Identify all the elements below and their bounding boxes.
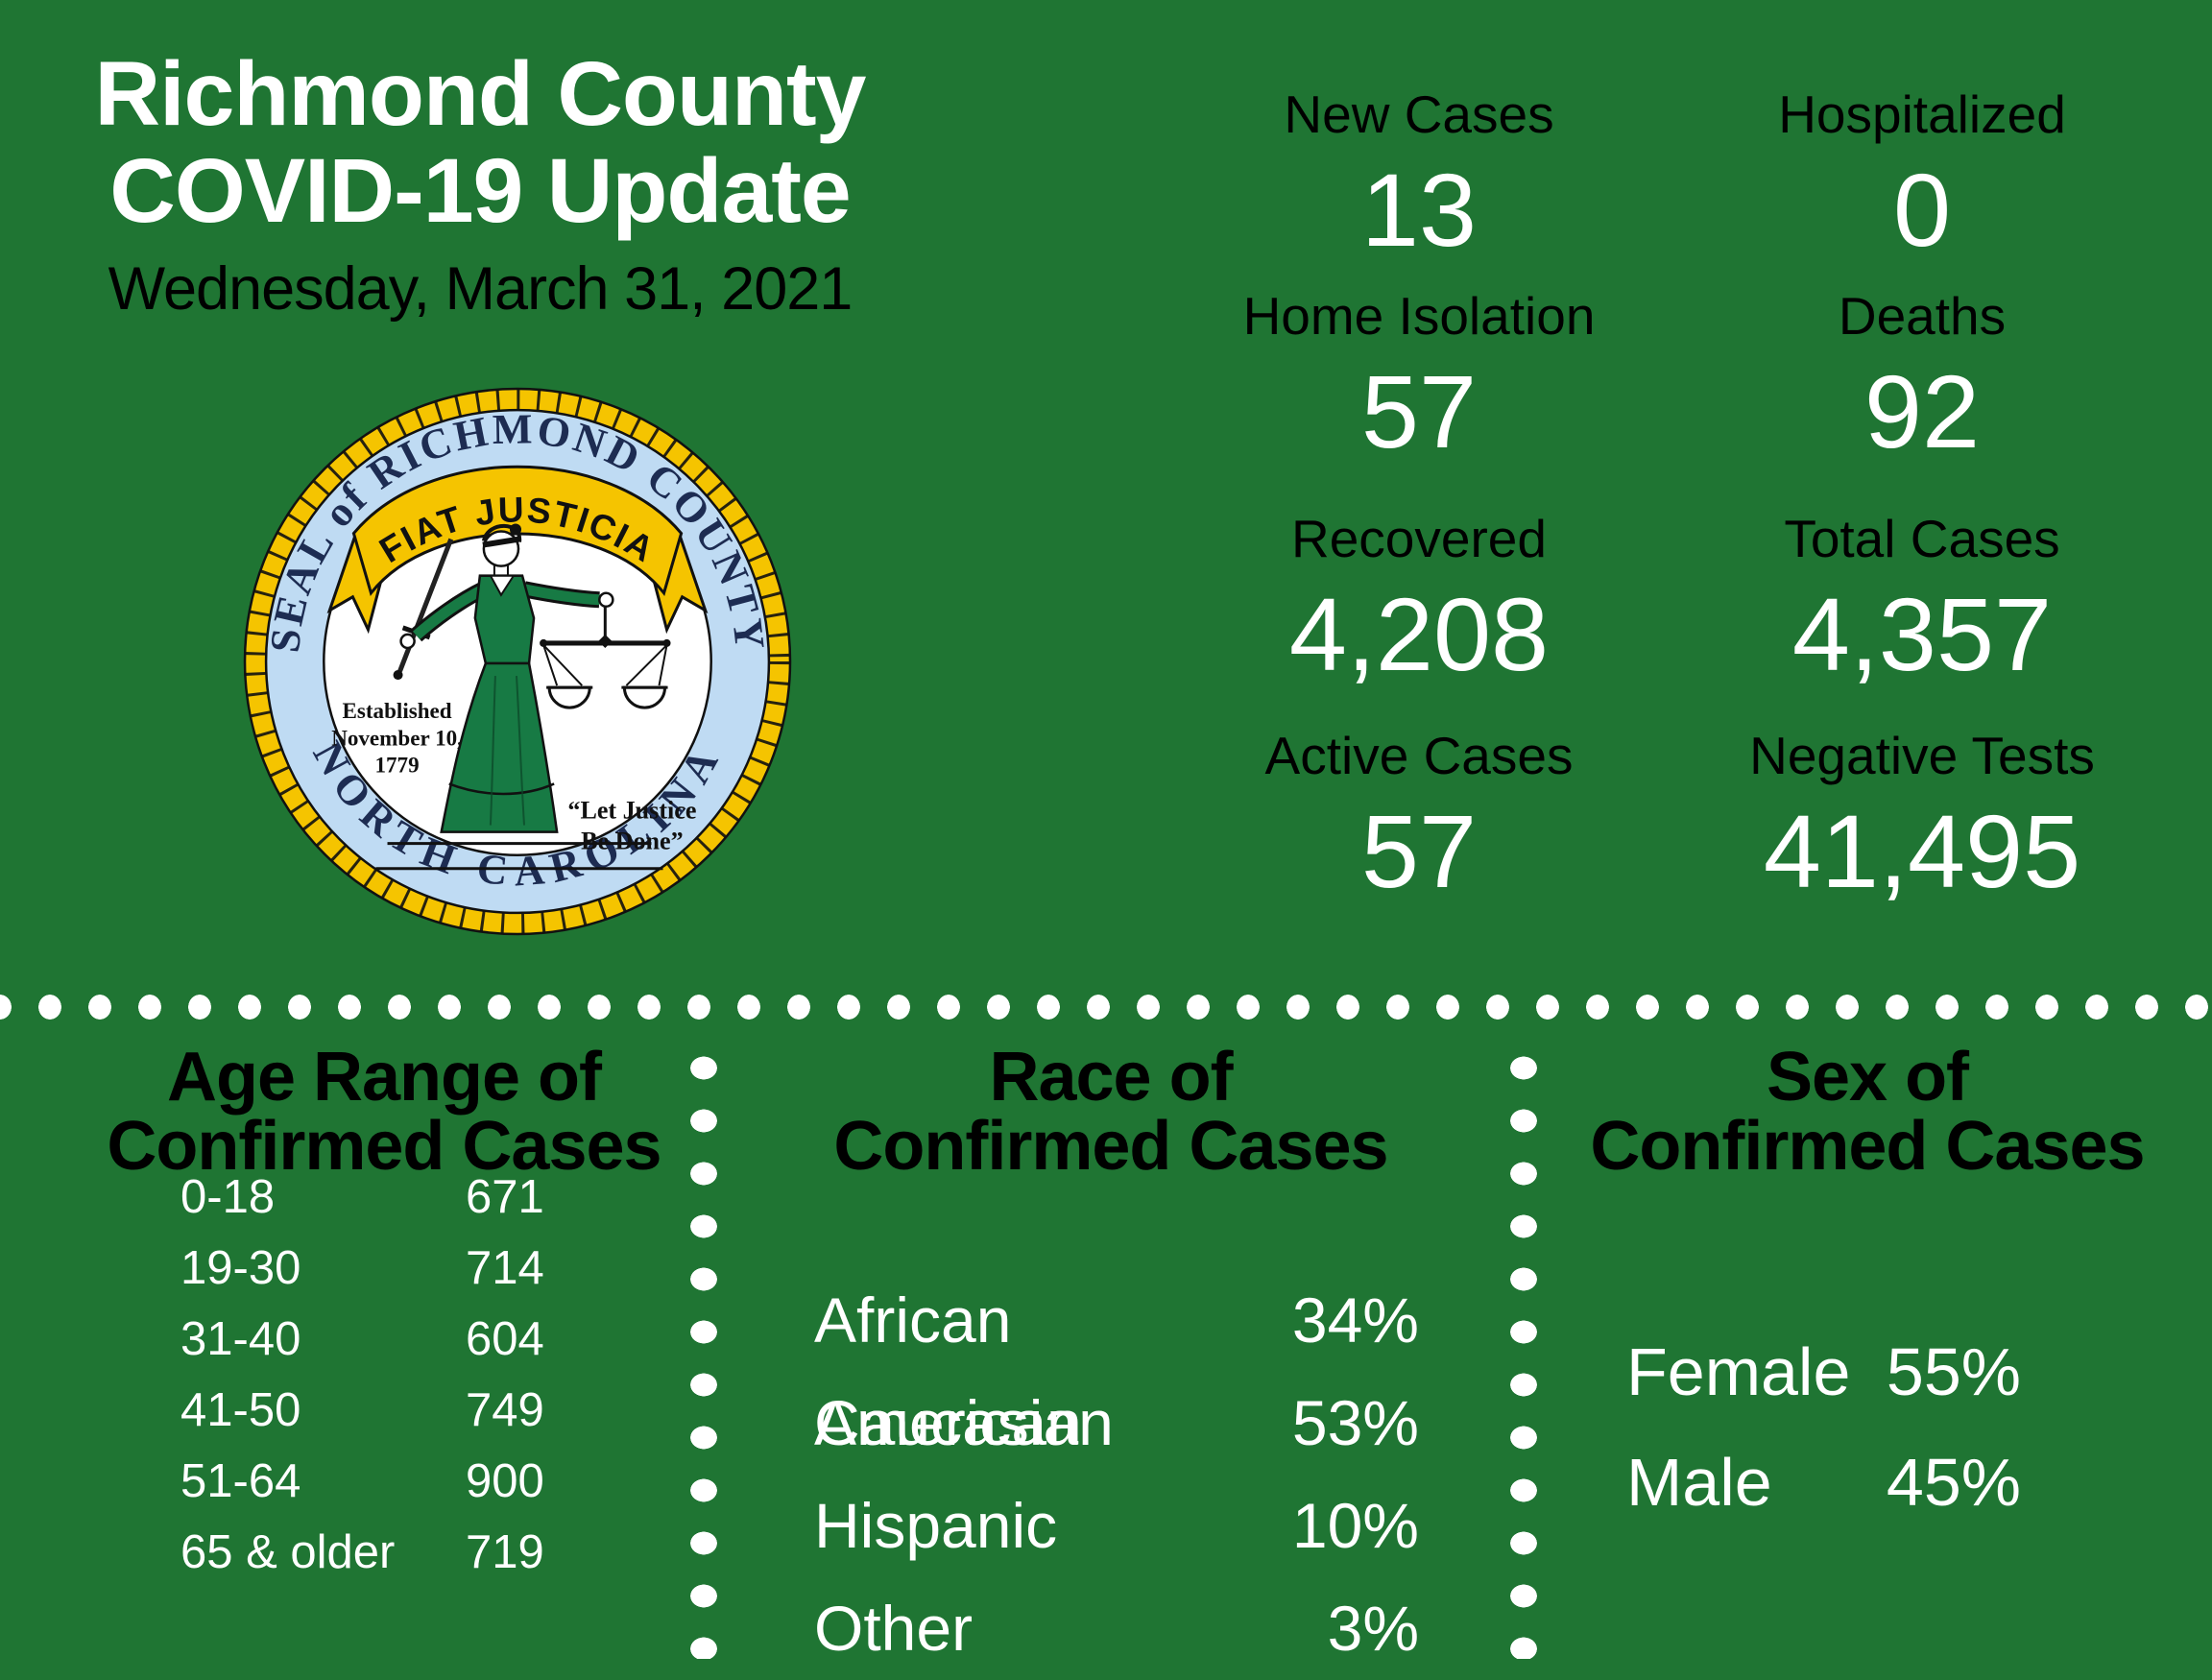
- sex-table: Female 55% Male 45%: [1626, 1317, 2021, 1538]
- age-section-title-line1: Age Range of: [166, 1039, 602, 1116]
- age-range-value: 671: [466, 1171, 544, 1223]
- race-section-title-line1: Race of: [989, 1039, 1233, 1116]
- race-table: African American 34% Caucasian 53% Hispa…: [814, 1269, 1419, 1680]
- age-range-value: 719: [466, 1526, 544, 1578]
- age-range-value: 749: [466, 1384, 544, 1436]
- county-seal: SEAL of RICHMOND COUNTY NORTH CAROLINA F…: [243, 387, 792, 936]
- seal-motto-text: “Let Justice Be Done”: [567, 797, 696, 855]
- sex-section-title: Sex of Confirmed Cases: [1579, 1043, 2155, 1181]
- stat-value: 57: [1360, 353, 1478, 469]
- table-row: 19-30 714: [180, 1233, 613, 1304]
- stat-value: 41,495: [1763, 793, 2081, 909]
- sex-value: 55%: [1886, 1334, 2021, 1409]
- age-range-value: 900: [466, 1455, 544, 1507]
- race-label: Other: [814, 1593, 974, 1664]
- sex-section-title-line2: Confirmed Cases: [1590, 1108, 2145, 1185]
- race-section-title: Race of Confirmed Cases: [823, 1043, 1399, 1181]
- stat-label: Active Cases: [1264, 726, 1574, 785]
- sex-label: Female: [1626, 1334, 1851, 1409]
- scales-of-justice-icon: [540, 605, 671, 709]
- stat-value: 4,357: [1791, 576, 2053, 692]
- table-row: 41-50 749: [180, 1375, 613, 1446]
- stat-new-cases: New Cases 13: [1121, 88, 1717, 262]
- race-label: Hispanic: [814, 1490, 1058, 1561]
- stat-value: 57: [1360, 793, 1478, 909]
- stat-value: 13: [1360, 152, 1478, 268]
- age-range-label: 41-50: [180, 1384, 301, 1436]
- race-label: Caucasian: [814, 1387, 1114, 1458]
- age-range-label: 31-40: [180, 1313, 301, 1365]
- table-row: Caucasian 53%: [814, 1372, 1419, 1475]
- race-value: 3%: [1327, 1593, 1419, 1664]
- table-row: African American 34%: [814, 1269, 1419, 1458]
- table-row: 51-64 900: [180, 1446, 613, 1517]
- race-value: 53%: [1291, 1387, 1419, 1458]
- svg-text:1779: 1779: [374, 752, 419, 777]
- svg-text:November 10,: November 10,: [331, 725, 463, 750]
- table-row: Hispanic 10%: [814, 1475, 1419, 1577]
- age-range-value: 714: [466, 1242, 544, 1294]
- race-label: African American: [814, 1284, 1082, 1458]
- sex-section-title-line1: Sex of: [1766, 1039, 1969, 1116]
- age-table: 0-18 671 19-30 714 31-40 604 41-50 749 5…: [180, 1162, 613, 1588]
- report-date: Wednesday, March 31, 2021: [108, 255, 854, 324]
- stat-value: 0: [1892, 152, 1952, 268]
- stat-value: 92: [1863, 353, 1981, 469]
- age-range-label: 0-18: [180, 1171, 276, 1223]
- stat-label: Negative Tests: [1749, 726, 2095, 785]
- svg-text:Established: Established: [342, 698, 451, 723]
- county-seal-graphic: SEAL of RICHMOND COUNTY NORTH CAROLINA F…: [243, 387, 792, 936]
- stat-label: New Cases: [1284, 84, 1554, 144]
- page-title-line1: Richmond County: [94, 43, 867, 145]
- race-section-title-line2: Confirmed Cases: [833, 1108, 1388, 1185]
- stat-home-isolation: Home Isolation 57: [1121, 290, 1717, 464]
- lady-justice-figure: [393, 523, 614, 833]
- table-row: Female 55%: [1626, 1317, 2021, 1428]
- sex-value: 45%: [1886, 1445, 2021, 1520]
- race-value: 10%: [1291, 1490, 1419, 1561]
- stat-label: Home Isolation: [1242, 286, 1596, 346]
- stat-label: Deaths: [1838, 286, 2007, 346]
- sex-label: Male: [1626, 1445, 1772, 1520]
- stat-value: 4,208: [1288, 576, 1550, 692]
- stat-negative-tests: Negative Tests 41,495: [1634, 730, 2210, 903]
- stat-label: Hospitalized: [1778, 84, 2066, 144]
- seal-established-text: Established November 10, 1779: [331, 698, 463, 777]
- stat-label: Recovered: [1291, 509, 1547, 568]
- vertical-dotted-divider-left: [689, 1042, 718, 1659]
- page-title-line2: COVID-19 Update: [109, 139, 852, 242]
- header: Richmond County COVID-19 Update Wednesda…: [58, 46, 902, 324]
- table-row: Male 45%: [1626, 1428, 2021, 1538]
- age-range-label: 19-30: [180, 1242, 301, 1294]
- svg-text:Be Done”: Be Done”: [581, 828, 683, 855]
- stat-label: Total Cases: [1784, 509, 2060, 568]
- age-range-label: 65 & older: [180, 1526, 396, 1578]
- age-section-title-line2: Confirmed Cases: [107, 1108, 661, 1185]
- stat-recovered: Recovered 4,208: [1121, 513, 1717, 686]
- table-row: 65 & older 719: [180, 1517, 613, 1588]
- stat-deaths: Deaths 92: [1634, 290, 2210, 464]
- stat-active-cases: Active Cases 57: [1121, 730, 1717, 903]
- race-value: 34%: [1291, 1284, 1419, 1356]
- horizontal-dotted-divider: [0, 994, 2212, 1020]
- age-range-value: 604: [466, 1313, 544, 1365]
- stat-hospitalized: Hospitalized 0: [1634, 88, 2210, 262]
- age-section-title: Age Range of Confirmed Cases: [96, 1043, 672, 1181]
- table-row: 31-40 604: [180, 1304, 613, 1375]
- table-row: 0-18 671: [180, 1162, 613, 1233]
- stat-total-cases: Total Cases 4,357: [1634, 513, 2210, 686]
- svg-text:“Let Justice: “Let Justice: [567, 797, 696, 825]
- age-range-label: 51-64: [180, 1455, 301, 1507]
- table-row: Other 3%: [814, 1577, 1419, 1680]
- vertical-dotted-divider-right: [1509, 1042, 1538, 1659]
